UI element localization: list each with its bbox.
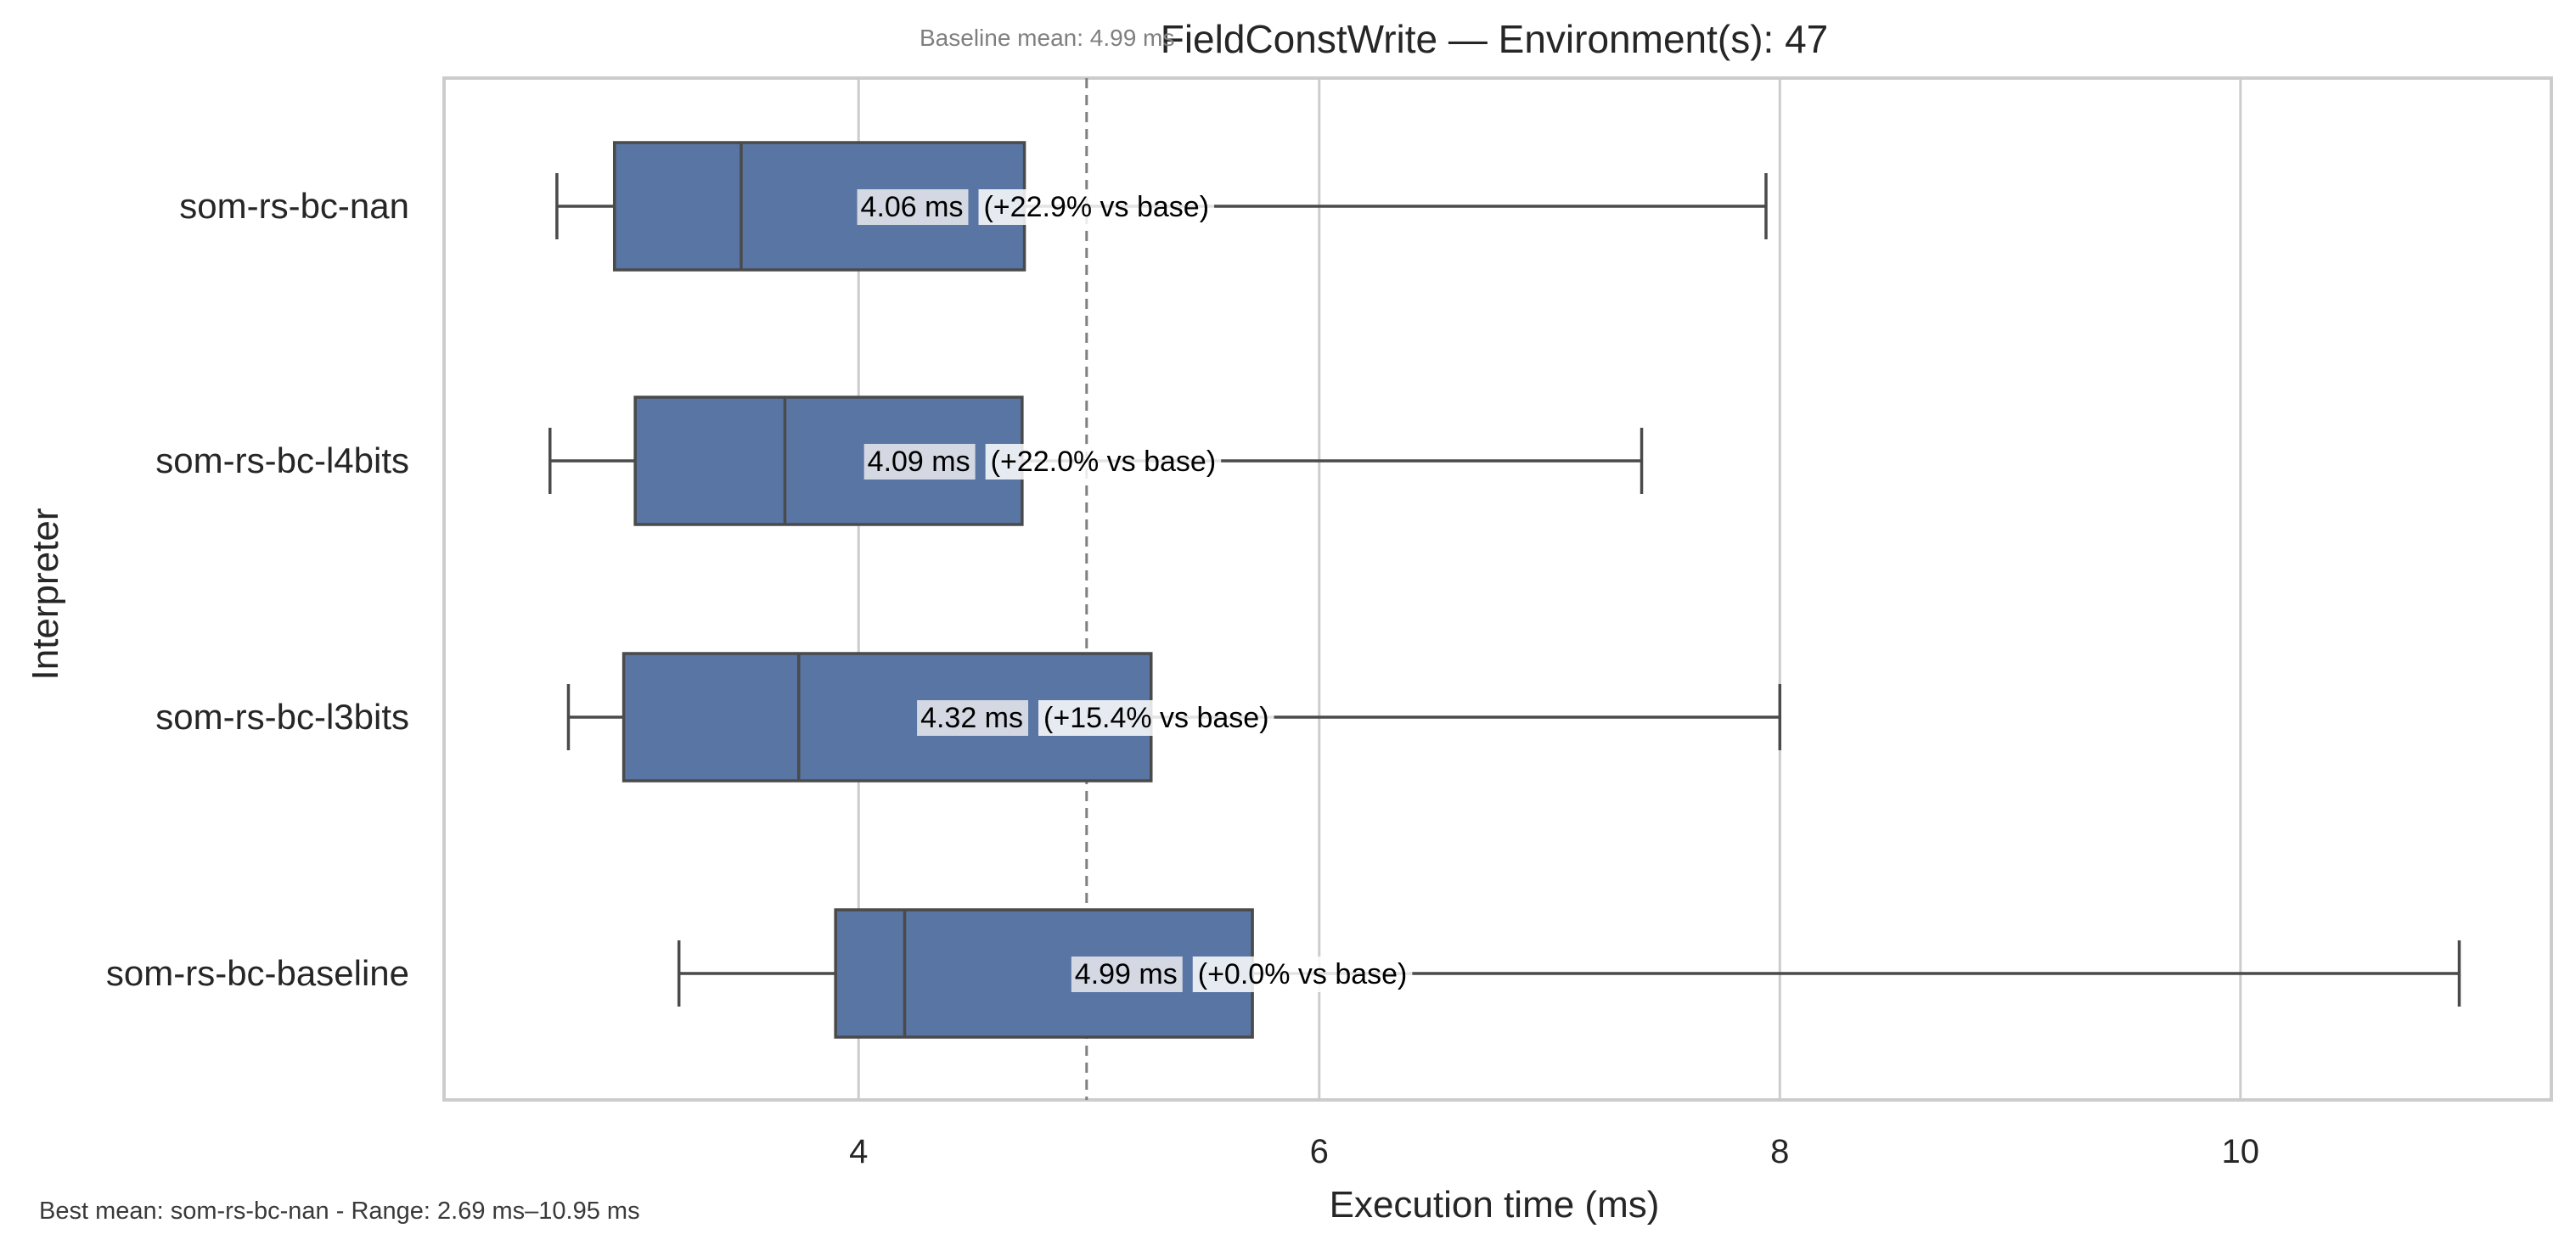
delta-label: (+22.0% vs base) [991,446,1217,478]
box-group-som-rs-bc-l3bits: 4.32 ms (+15.4% vs base) [566,652,1782,783]
category-label: som-rs-bc-l4bits [155,440,409,480]
delta-label-bg [978,189,1215,225]
mean-label: 4.32 ms [920,702,1023,734]
category-label: som-rs-bc-baseline [106,953,409,993]
mean-label: 4.09 ms [868,446,970,478]
delta-label: (+0.0% vs base) [1198,958,1408,990]
category-label: som-rs-bc-nan [179,186,409,226]
y-axis-label: Interpreter [25,508,66,681]
x-tick-labels: 4 6 8 10 [849,1133,2259,1170]
category-label: som-rs-bc-l3bits [155,697,409,737]
delta-label: (+22.9% vs base) [983,191,1209,223]
footer-summary: Best mean: som-rs-bc-nan - Range: 2.69 m… [39,1198,640,1225]
mean-label-bg [917,700,1029,736]
chart-subtitle: Baseline mean: 4.99 ms [920,25,1174,51]
iqr-box [834,908,1254,1039]
plot-frame [442,76,2553,1102]
box-group-som-rs-bc-baseline: 4.99 ms (+0.0% vs base) [677,908,2461,1039]
x-tick-label: 10 [2222,1133,2260,1170]
x-axis-label: Execution time (ms) [1330,1184,1660,1226]
delta-label-bg [985,444,1222,480]
mean-label-bg [1071,956,1183,992]
delta-label-bg [1192,956,1413,992]
box-group-som-rs-bc-nan: 4.06 ms (+22.9% vs base) [555,141,1768,272]
mean-label: 4.99 ms [1075,958,1178,990]
delta-label: (+15.4% vs base) [1043,702,1269,734]
x-tick-label: 6 [1310,1133,1329,1170]
box-group-som-rs-bc-l4bits: 4.09 ms (+22.0% vs base) [548,395,1644,526]
x-tick-label: 8 [1770,1133,1789,1170]
delta-label-bg [1038,700,1274,736]
mean-label-bg [857,189,969,225]
mean-label-bg [863,444,976,480]
x-tick-label: 4 [849,1133,868,1170]
chart-title: FieldConstWrite — Environment(s): 47 [1161,17,1829,61]
mean-label: 4.06 ms [861,191,964,223]
box-series: 4.06 ms (+22.9% vs base) 4.09 ms (+22.0% vs… [548,141,2461,1039]
y-category-labels: som-rs-bc-nan som-rs-bc-l4bits som-rs-bc-l… [106,186,409,993]
